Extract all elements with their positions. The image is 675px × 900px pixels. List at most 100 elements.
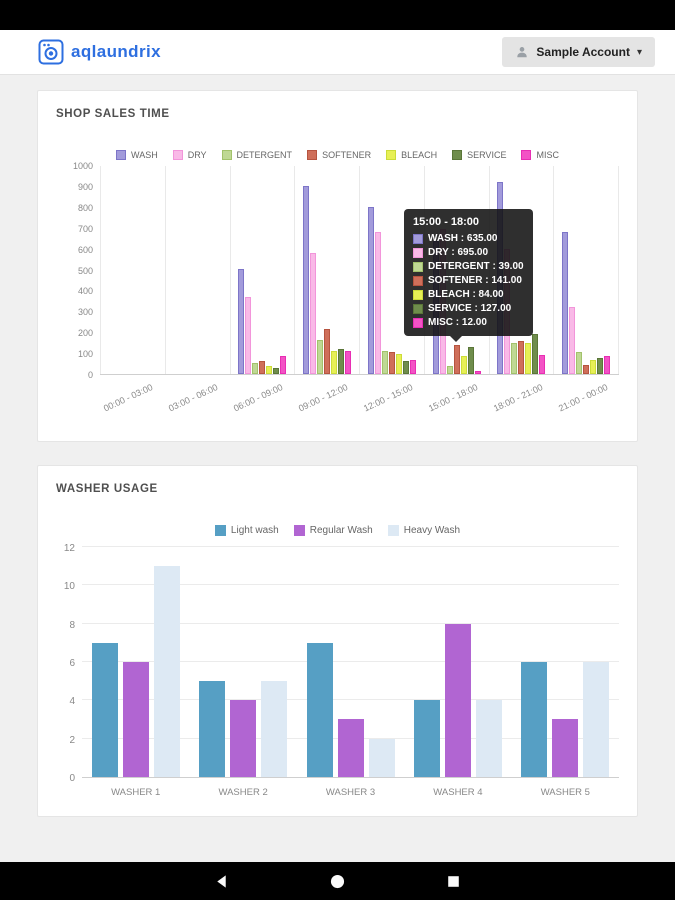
bar-misc[interactable] xyxy=(539,355,546,374)
bar-softener[interactable] xyxy=(453,345,460,374)
bar-regular-wash[interactable] xyxy=(552,719,579,777)
legend-item-heavy-wash[interactable]: Heavy Wash xyxy=(387,525,460,536)
bar-service[interactable] xyxy=(402,361,409,374)
bar-softener[interactable] xyxy=(518,341,525,374)
legend-label: SOFTENER xyxy=(322,150,372,160)
bar-detergent[interactable] xyxy=(252,363,259,374)
bar-dry[interactable] xyxy=(374,232,381,374)
bar-heavy-wash[interactable] xyxy=(153,566,180,777)
x-cell: WASHER 5 xyxy=(512,778,619,804)
legend-label: SERVICE xyxy=(467,150,507,160)
back-button[interactable] xyxy=(212,871,232,891)
bar-wash[interactable] xyxy=(238,269,245,374)
bar-wash[interactable] xyxy=(367,207,374,374)
bar-softener[interactable] xyxy=(324,329,331,374)
bar-bleach[interactable] xyxy=(331,351,338,374)
bar-groups xyxy=(82,548,619,777)
bar-light-wash[interactable] xyxy=(413,700,440,777)
y-axis-label: 700 xyxy=(77,223,93,234)
bar-light-wash[interactable] xyxy=(199,681,226,777)
legend-item-misc[interactable]: MISC xyxy=(521,150,559,160)
legend-item-regular-wash[interactable]: Regular Wash xyxy=(293,525,373,536)
x-cell: 12:00 - 15:00 xyxy=(360,375,425,429)
bar-misc[interactable] xyxy=(345,351,352,374)
legend-swatch xyxy=(116,150,127,160)
bar-dry[interactable] xyxy=(245,297,252,374)
bar-softener[interactable] xyxy=(583,365,590,374)
y-axis-label: 6 xyxy=(69,658,75,669)
bar-regular-wash[interactable] xyxy=(122,662,149,777)
bar-detergent[interactable] xyxy=(511,343,518,374)
bar-light-wash[interactable] xyxy=(306,643,333,777)
legend-swatch xyxy=(387,525,399,536)
caret-down-icon: ▾ xyxy=(636,46,642,58)
bar-bleach[interactable] xyxy=(590,360,597,374)
shop-sales-title: SHOP SALES TIME xyxy=(56,108,170,120)
bar-regular-wash[interactable] xyxy=(337,719,364,777)
y-axis-label: 0 xyxy=(87,370,93,380)
bar-heavy-wash[interactable] xyxy=(261,681,288,777)
bar-service[interactable] xyxy=(467,347,474,374)
bar-detergent[interactable] xyxy=(576,352,583,374)
bar-group xyxy=(189,548,296,777)
y-axis-label: 800 xyxy=(77,202,93,213)
bar-wash[interactable] xyxy=(303,186,310,374)
bar-heavy-wash[interactable] xyxy=(368,739,395,777)
legend-item-service[interactable]: SERVICE xyxy=(452,150,506,160)
bar-heavy-wash[interactable] xyxy=(583,662,610,777)
legend-item-bleach[interactable]: BLEACH xyxy=(386,150,437,160)
y-axis-label: 10 xyxy=(63,581,75,593)
legend-label: WASH xyxy=(131,150,158,160)
bar-misc[interactable] xyxy=(474,371,481,374)
legend-item-detergent[interactable]: DETERGENT xyxy=(221,150,292,160)
bar-service[interactable] xyxy=(532,334,539,374)
bar-service[interactable] xyxy=(597,358,604,374)
legend-item-dry[interactable]: DRY xyxy=(172,150,207,160)
bar-bleach[interactable] xyxy=(266,366,273,374)
bar-bleach[interactable] xyxy=(395,354,402,374)
bar-dry[interactable] xyxy=(310,253,317,374)
bar-misc[interactable] xyxy=(280,356,287,374)
tooltip-swatch xyxy=(413,303,423,314)
bar-light-wash[interactable] xyxy=(91,643,118,777)
x-cell: 06:00 - 09:00 xyxy=(230,375,295,429)
bar-misc[interactable] xyxy=(604,356,611,374)
bar-softener[interactable] xyxy=(388,352,395,374)
bar-detergent[interactable] xyxy=(317,340,324,374)
x-axis-label: 00:00 - 03:00 xyxy=(102,382,155,414)
home-button[interactable] xyxy=(328,871,348,891)
legend-item-light-wash[interactable]: Light wash xyxy=(214,525,279,536)
bar-softener[interactable] xyxy=(259,361,266,374)
bar-heavy-wash[interactable] xyxy=(475,700,502,777)
x-axis-label: WASHER 5 xyxy=(540,787,590,798)
account-menu-button[interactable]: Sample Account ▾ xyxy=(502,37,655,67)
bar-group xyxy=(295,166,360,374)
bar-regular-wash[interactable] xyxy=(230,700,257,777)
bar-misc[interactable] xyxy=(409,360,416,374)
legend-item-wash[interactable]: WASH xyxy=(116,150,158,160)
legend-label: Regular Wash xyxy=(309,525,373,536)
app-logo: aqlaundrix xyxy=(38,39,161,65)
x-axis-label: WASHER 2 xyxy=(218,787,268,798)
x-axis-label: 12:00 - 15:00 xyxy=(361,382,415,414)
x-axis-label: WASHER 4 xyxy=(433,787,483,798)
bar-wash[interactable] xyxy=(562,232,569,374)
bar-detergent[interactable] xyxy=(381,351,388,374)
bar-light-wash[interactable] xyxy=(521,662,548,777)
legend-item-softener[interactable]: SOFTENER xyxy=(307,150,371,160)
bar-bleach[interactable] xyxy=(460,356,467,374)
bar-regular-wash[interactable] xyxy=(444,624,471,777)
y-axis-label: 100 xyxy=(77,349,93,360)
bar-bleach[interactable] xyxy=(525,343,532,374)
bar-detergent[interactable] xyxy=(446,366,453,374)
bar-service[interactable] xyxy=(338,349,345,374)
y-axis-label: 0 xyxy=(69,773,75,784)
legend-swatch xyxy=(221,150,232,160)
recents-button[interactable] xyxy=(444,871,464,891)
sales-chart: 0 100 200 300 400 500 600 700 800 900 1000 15:00 -… xyxy=(56,161,619,380)
back-triangle-icon xyxy=(214,874,229,889)
legend-label: DRY xyxy=(187,150,207,160)
bar-dry[interactable] xyxy=(569,307,576,374)
bar-service[interactable] xyxy=(273,368,280,374)
y-axis-label: 500 xyxy=(77,265,93,276)
